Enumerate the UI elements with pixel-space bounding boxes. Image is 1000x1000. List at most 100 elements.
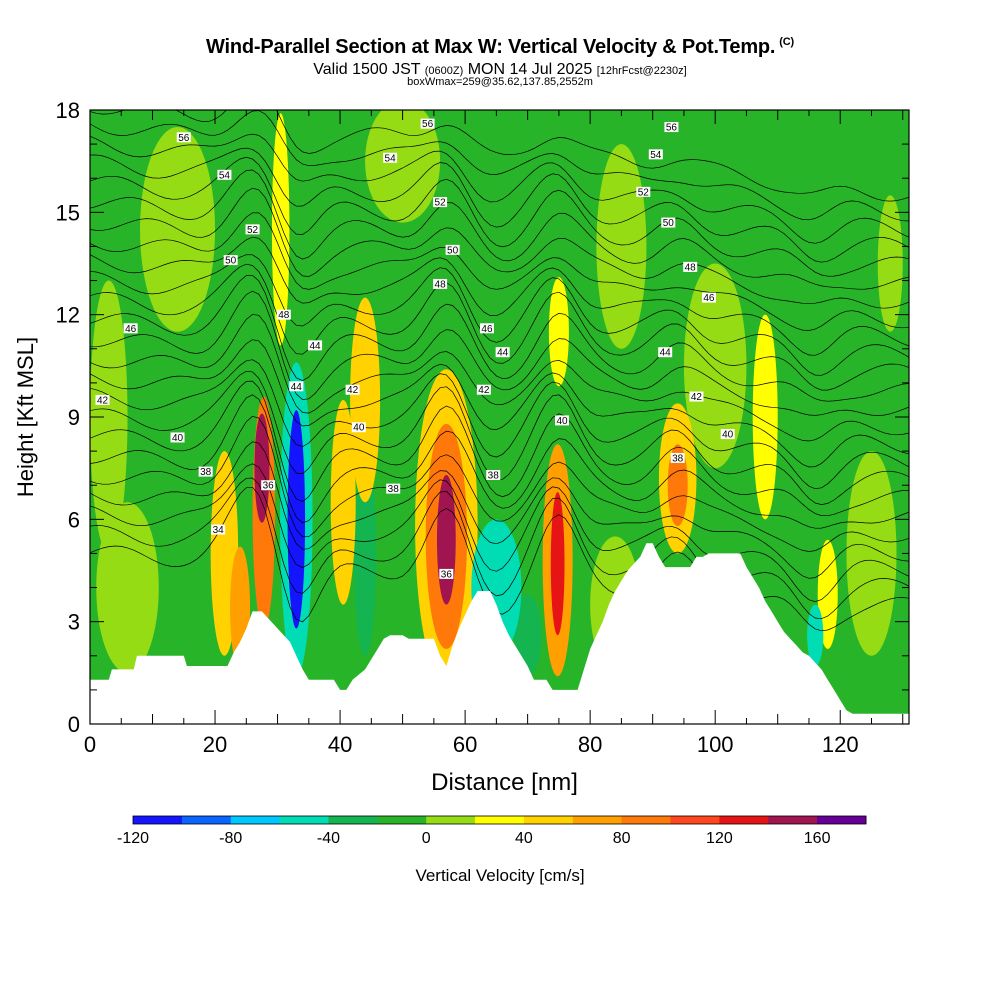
x-tick-label: 60	[453, 732, 477, 757]
velocity-cell	[596, 144, 647, 349]
theta-label: 54	[648, 149, 663, 161]
theta-label-text: 40	[556, 416, 568, 427]
theta-label-text: 54	[219, 170, 231, 181]
theta-contour	[90, 212, 909, 331]
colorbar-swatch	[817, 816, 867, 824]
theta-label: 48	[276, 309, 291, 321]
velocity-cell	[90, 280, 128, 554]
velocity-cell	[350, 297, 381, 503]
valid-zulu: (0600Z)	[424, 65, 464, 77]
theta-label-bg	[95, 394, 110, 405]
colorbar-swatch	[719, 816, 769, 824]
velocity-cell	[683, 263, 747, 469]
theta-label-text: 38	[388, 484, 400, 495]
theta-label-bg	[555, 415, 570, 426]
velocity-cell	[254, 413, 270, 523]
colorbar-swatch	[621, 816, 672, 824]
box-info: boxWmax=259@35.62,137.85,2552m	[407, 76, 593, 88]
theta-label: 48	[683, 261, 698, 273]
theta-label-text: 44	[310, 341, 322, 352]
theta-label-text: 46	[125, 324, 137, 335]
theta-label-text: 44	[497, 348, 509, 359]
colorbar-swatch	[768, 816, 818, 824]
theta-label-bg	[217, 169, 232, 180]
colorbar-tick-label: -120	[117, 830, 149, 847]
theta-label-bg	[658, 347, 673, 358]
theta-contour	[90, 463, 909, 602]
theta-contour	[90, 290, 909, 416]
theta-label-text: 48	[685, 262, 697, 273]
colorbar-swatch	[523, 816, 574, 824]
y-tick-label: 6	[68, 507, 80, 532]
theta-label-bg	[701, 292, 716, 303]
theta-contour	[90, 339, 909, 468]
theta-label: 40	[720, 429, 735, 441]
theta-label-text: 48	[435, 279, 447, 290]
theta-label: 36	[261, 480, 276, 492]
colorbar-swatch	[475, 816, 525, 824]
theta-label-bg	[308, 340, 323, 351]
theta-label: 52	[636, 186, 651, 198]
theta-contour	[90, 441, 909, 579]
theta-contour	[90, 380, 909, 517]
theta-label-bg	[648, 149, 663, 160]
theta-label-bg	[670, 452, 685, 463]
theta-contour	[90, 263, 909, 391]
colorbar: -120 -80 -40 0 40 80 120 160 Vertical Velocity […	[117, 815, 867, 885]
forecast-info: [12hrFcst@2230z]	[596, 65, 687, 77]
theta-label-bg	[211, 524, 226, 535]
theta-contour	[90, 274, 909, 402]
y-tick-label: 3	[68, 610, 80, 635]
theta-label: 42	[345, 384, 360, 396]
theta-label-bg	[445, 244, 460, 255]
theta-label-bg	[176, 132, 191, 143]
theta-label: 46	[479, 323, 494, 335]
colorbar-tick-label: 0	[422, 830, 431, 847]
terrain-mask	[90, 543, 909, 724]
valid-time: Valid 1500 JST	[313, 61, 421, 78]
theta-contour	[90, 110, 909, 222]
copyright-mark: (C)	[779, 36, 794, 48]
theta-contour	[90, 147, 909, 263]
colorbar-swatch	[230, 816, 281, 824]
theta-label-text: 56	[666, 123, 678, 134]
colorbar-swatch	[670, 816, 720, 824]
theta-label: 38	[386, 483, 401, 495]
theta-label: 34	[211, 524, 226, 536]
theta-label-bg	[386, 483, 401, 494]
theta-label: 52	[245, 224, 260, 236]
velocity-cell	[877, 195, 903, 332]
theta-label-text: 50	[663, 218, 675, 229]
theta-label-bg	[420, 118, 435, 129]
theta-label-text: 46	[703, 293, 715, 304]
colorbar-tick-label: -80	[219, 830, 242, 847]
theta-label-text: 52	[638, 187, 650, 198]
theta-label-bg	[683, 261, 698, 272]
y-tick-label: 18	[56, 98, 80, 123]
theta-label-bg	[245, 224, 260, 235]
theta-label-bg	[495, 347, 510, 358]
theta-label-bg	[433, 278, 448, 289]
velocity-cell	[550, 492, 565, 636]
theta-label: 40	[351, 422, 366, 434]
colorbar-label: Vertical Velocity [cm/s]	[415, 866, 584, 885]
theta-label-text: 36	[441, 569, 453, 580]
colorbar-tick-label: 80	[613, 830, 631, 847]
colorbar-tick-label: 40	[515, 830, 533, 847]
theta-label: 40	[555, 415, 570, 427]
velocity-cell	[807, 604, 824, 667]
colorbar-tick-label: 160	[804, 830, 831, 847]
theta-label-text: 38	[488, 470, 500, 481]
theta-label-text: 40	[722, 430, 734, 441]
x-tick-label: 0	[84, 732, 96, 757]
theta-label-bg	[383, 152, 398, 163]
theta-label-text: 42	[347, 385, 359, 396]
theta-label-bg	[170, 432, 185, 443]
theta-label-text: 36	[263, 481, 275, 492]
theta-label: 46	[123, 323, 138, 335]
theta-contour	[90, 477, 909, 620]
theta-label-bg	[476, 384, 491, 395]
theta-label-bg	[439, 568, 454, 579]
theta-label-text: 56	[422, 119, 434, 130]
